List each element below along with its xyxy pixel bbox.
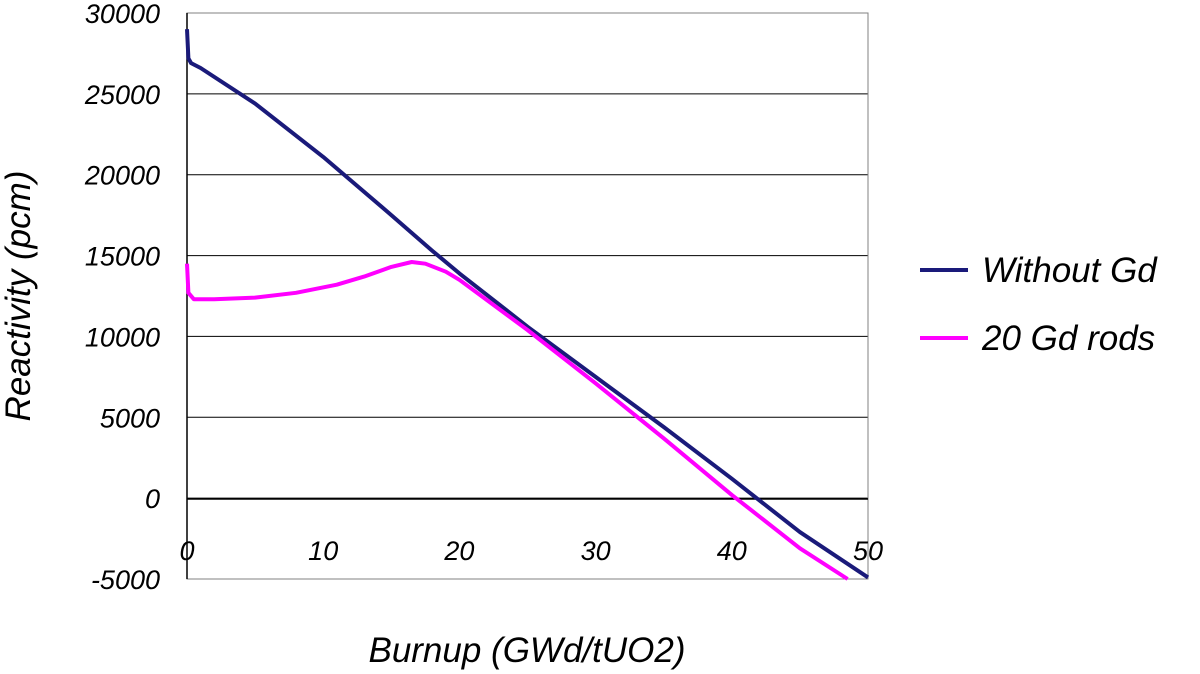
x-tick-label: 20 (443, 536, 474, 566)
plot-area (187, 13, 868, 579)
x-tick-label: 40 (717, 536, 747, 566)
x-tick-label: 10 (308, 536, 338, 566)
legend: Without Gd 20 Gd rods (920, 251, 1158, 358)
x-tick-label: 50 (853, 536, 883, 566)
y-tick-label: 30000 (85, 0, 160, 29)
y-tick-label: 20000 (84, 161, 160, 191)
y-tick-label: 0 (145, 484, 160, 514)
x-tick-labels: 0 10 20 30 40 50 (179, 536, 883, 566)
y-tick-label: 15000 (85, 242, 160, 272)
series-line-0 (185, 29, 870, 580)
y-axis-title: Reactivity (pcm) (0, 171, 38, 422)
y-tick-label: 25000 (84, 80, 160, 110)
legend-label-1: 20 Gd rods (981, 319, 1155, 358)
y-tick-label: 5000 (100, 403, 160, 433)
x-tick-label: 0 (179, 536, 194, 566)
x-tick-label: 30 (581, 536, 611, 566)
legend-label-0: Without Gd (982, 251, 1158, 290)
x-axis-title: Burnup (GWd/tUO2) (368, 631, 685, 670)
y-tick-label: 10000 (85, 322, 160, 352)
y-tick-label: -5000 (91, 565, 160, 595)
y-tick-labels: -5000 0 5000 10000 15000 20000 25000 30000 (84, 0, 160, 595)
series-line-1 (185, 260, 849, 581)
series-lines (185, 29, 870, 581)
